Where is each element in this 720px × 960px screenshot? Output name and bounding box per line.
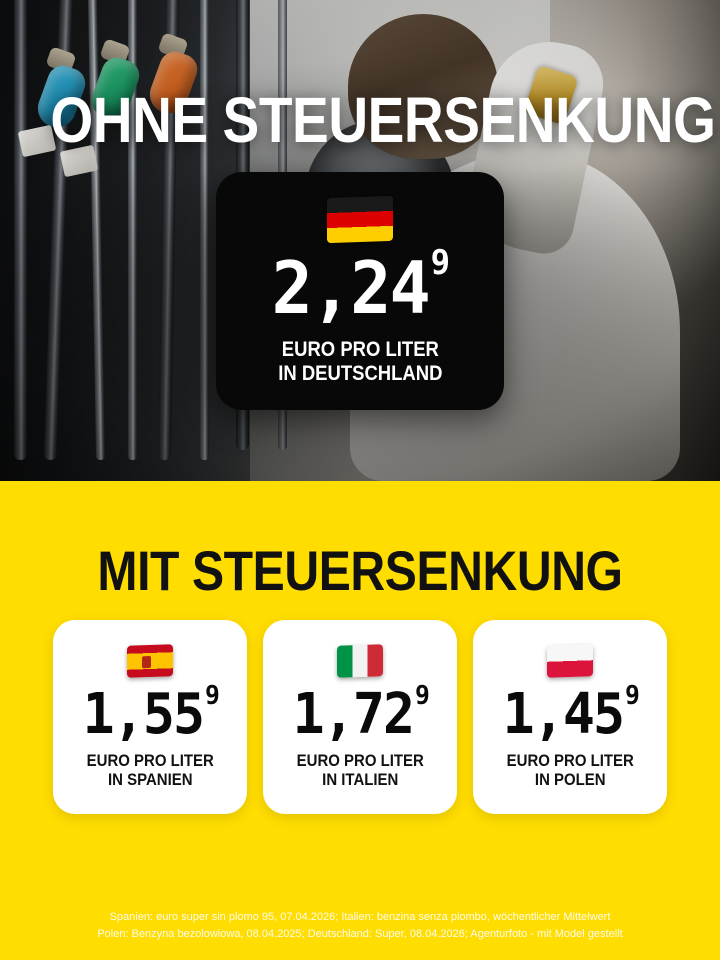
label-line-1: EURO PRO LITER xyxy=(296,750,424,770)
price-card-spanien: 1,55 9 EURO PRO LITER IN SPANIEN xyxy=(53,620,247,814)
price-value-polen: 1,45 9 xyxy=(502,681,639,747)
footnote-line-1: Spanien: euro super sin plomo 95, 07.04.… xyxy=(109,911,611,923)
headline-mit-steuersenkung: MIT STEUERSENKUNG xyxy=(97,539,623,602)
footnote-line-2: Polen: Benzyna bezolowiowa, 08.04.2025; … xyxy=(97,927,623,940)
label-line-1: EURO PRO LITER xyxy=(281,337,439,361)
price-card-deutschland: 2,24 9 EURO PRO LITER IN DEUTSCHLAND xyxy=(216,172,504,410)
price-card-label-italien: EURO PRO LITER IN ITALIEN xyxy=(296,751,423,789)
price-superscript: 9 xyxy=(624,680,640,711)
price-main: 1,45 xyxy=(502,681,624,747)
price-main: 1,55 xyxy=(82,681,204,747)
price-card-italien: 1,72 9 EURO PRO LITER IN ITALIEN xyxy=(263,620,457,814)
label-line-1: EURO PRO LITER xyxy=(86,750,214,770)
fuel-pipe xyxy=(200,0,209,460)
headline-ohne-steuersenkung: OHNE STEUERSENKUNG xyxy=(50,84,716,156)
price-card-label-spanien: EURO PRO LITER IN SPANIEN xyxy=(86,751,213,789)
label-line-2: IN SPANIEN xyxy=(107,770,193,789)
flag-it-icon xyxy=(337,644,383,678)
price-superscript: 9 xyxy=(430,242,451,283)
price-superscript: 9 xyxy=(204,680,220,711)
flag-de-icon xyxy=(327,195,393,244)
price-main: 1,72 xyxy=(292,681,414,747)
label-line-2: IN DEUTSCHLAND xyxy=(277,361,443,385)
price-superscript: 9 xyxy=(414,680,430,711)
label-line-2: IN POLEN xyxy=(534,770,606,789)
price-card-label-polen: EURO PRO LITER IN POLEN xyxy=(506,751,633,789)
price-value-deutschland: 2,24 9 xyxy=(271,245,451,330)
price-cards-row: 1,55 9 EURO PRO LITER IN SPANIEN 1,72 9 … xyxy=(0,620,720,814)
flag-pl-icon xyxy=(547,644,593,678)
label-line-2: IN ITALIEN xyxy=(321,770,399,789)
footnote-sources: Spanien: euro super sin plomo 95, 07.04.… xyxy=(0,909,720,942)
price-card-polen: 1,45 9 EURO PRO LITER IN POLEN xyxy=(473,620,667,814)
price-main: 2,24 xyxy=(271,245,431,330)
label-line-1: EURO PRO LITER xyxy=(506,750,634,770)
price-card-label-deutschland: EURO PRO LITER IN DEUTSCHLAND xyxy=(278,338,442,385)
price-value-italien: 1,72 9 xyxy=(292,681,429,747)
fuel-pipe xyxy=(128,0,137,460)
flag-es-icon xyxy=(127,644,173,678)
price-value-spanien: 1,55 9 xyxy=(82,681,219,747)
person-head xyxy=(348,14,498,159)
fuel-hose xyxy=(14,0,27,460)
